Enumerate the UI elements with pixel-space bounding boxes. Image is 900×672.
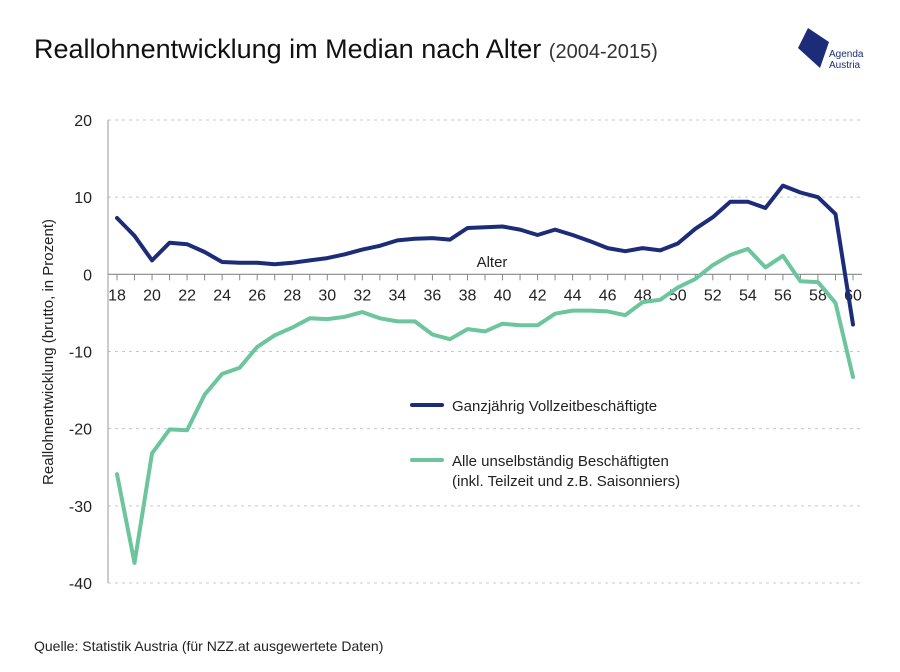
x-tick-label: 54 bbox=[739, 287, 757, 304]
x-tick-label: 24 bbox=[213, 287, 231, 304]
x-tick-label: 28 bbox=[283, 287, 301, 304]
x-tick-label: 18 bbox=[108, 287, 126, 304]
y-tick-label: -40 bbox=[69, 576, 92, 593]
y-tick-label: 10 bbox=[74, 190, 92, 207]
title-period: (2004-2015) bbox=[548, 41, 658, 63]
x-axis-label: Alter bbox=[477, 254, 508, 271]
x-tick-label: 20 bbox=[143, 287, 161, 304]
source-note: Quelle: Statistik Austria (für NZZ.at au… bbox=[34, 638, 384, 654]
x-tick-label: 58 bbox=[809, 287, 827, 304]
x-tick-label: 38 bbox=[459, 287, 477, 304]
agenda-austria-logo: Agenda Austria bbox=[798, 28, 878, 78]
y-axis-label: Reallohnentwicklung (brutto, in Prozent) bbox=[40, 219, 57, 485]
legend-label-1: Ganzjährig Vollzeitbeschäftigte bbox=[452, 398, 657, 415]
x-tick-label: 22 bbox=[178, 287, 196, 304]
x-tick-label: 34 bbox=[388, 287, 406, 304]
logo-line1: Agenda bbox=[829, 49, 864, 60]
series-line-2 bbox=[115, 246, 855, 565]
y-tick-label: -10 bbox=[69, 345, 92, 362]
logo-mark-icon bbox=[798, 28, 829, 68]
y-tick-label: -30 bbox=[69, 499, 92, 516]
legend-label-2-line2: (inkl. Teilzeit und z.B. Saisonniers) bbox=[452, 473, 680, 490]
x-tick-label: 46 bbox=[599, 287, 617, 304]
x-tick-label: 42 bbox=[529, 287, 547, 304]
chart-title: Reallohnentwicklung im Median nach Alter… bbox=[34, 34, 658, 65]
x-tick-label: 30 bbox=[318, 287, 336, 304]
y-tick-label: 20 bbox=[74, 113, 92, 130]
x-tick-label: 40 bbox=[494, 287, 512, 304]
x-tick-label: 36 bbox=[424, 287, 442, 304]
y-tick-label: 0 bbox=[83, 267, 92, 284]
x-tick-label: 44 bbox=[564, 287, 582, 304]
y-tick-label: -20 bbox=[69, 422, 92, 439]
title-main: Reallohnentwicklung im Median nach Alter bbox=[34, 34, 542, 64]
x-tick-label: 32 bbox=[353, 287, 371, 304]
logo-line2: Austria bbox=[829, 60, 861, 71]
x-tick-label: 26 bbox=[248, 287, 266, 304]
legend-label-2-line1: Alle unselbständig Beschäftigten bbox=[452, 453, 669, 470]
x-tick-label: 52 bbox=[704, 287, 722, 304]
series-line-1 bbox=[115, 183, 855, 327]
x-tick-label: 56 bbox=[774, 287, 792, 304]
